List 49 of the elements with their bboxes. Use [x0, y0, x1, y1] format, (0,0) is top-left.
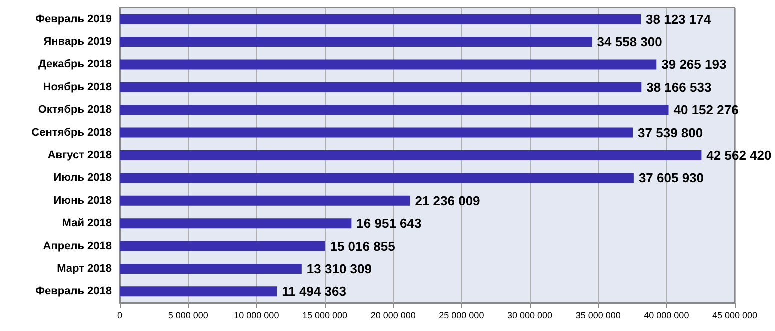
bar [120, 218, 352, 229]
x-tick-label: 0 [117, 310, 123, 320]
y-tick-label: Август 2018 [48, 150, 112, 162]
data-label: 34 558 300 [597, 34, 662, 50]
bar [120, 37, 592, 48]
y-tick-label: Ноябрь 2018 [43, 81, 112, 94]
data-label: 38 123 174 [646, 12, 712, 27]
bar [120, 105, 669, 116]
data-label: 39 265 193 [662, 57, 727, 72]
bar [120, 286, 278, 297]
y-tick-label: Июль 2018 [54, 172, 112, 184]
data-label: 13 310 309 [306, 261, 372, 276]
data-label: 37 605 930 [638, 170, 704, 186]
y-tick-label: Октябрь 2018 [38, 104, 112, 116]
data-label: 38 166 533 [646, 80, 712, 95]
data-label: 40 152 276 [674, 102, 739, 118]
x-tick-label: 35 000 000 [576, 310, 621, 320]
y-tick-label: Апрель 2018 [43, 240, 112, 252]
x-tick-label: 25 000 000 [439, 310, 484, 320]
data-label: 15 016 855 [330, 238, 396, 254]
bar [120, 14, 642, 24]
x-tick-label: 10 000 000 [234, 310, 280, 320]
bar [120, 60, 657, 70]
y-tick-label: Май 2018 [62, 218, 112, 230]
data-label: 42 562 420 [706, 148, 772, 163]
x-tick-label: 45 000 000 [712, 310, 758, 320]
y-tick-label: Сентябрь 2018 [32, 126, 112, 139]
y-tick-label: Январь 2019 [44, 36, 112, 48]
x-tick-label: 20 000 000 [370, 310, 416, 320]
bar [120, 196, 410, 206]
y-tick-label: Февраль 2019 [36, 13, 112, 26]
x-tick-label: 40 000 000 [644, 310, 690, 320]
y-tick-label: Июнь 2018 [54, 194, 112, 207]
x-tick-label: 15 000 000 [302, 310, 348, 320]
x-tick-label: 30 000 000 [507, 310, 553, 320]
data-label: 21 236 009 [415, 193, 480, 208]
bar [120, 173, 634, 184]
data-label: 11 494 363 [282, 284, 346, 300]
data-label: 16 951 643 [356, 216, 422, 232]
bar [120, 241, 326, 252]
bar [120, 150, 702, 160]
data-label: 37 539 800 [638, 125, 704, 140]
x-tick-label: 5 000 000 [168, 310, 208, 320]
y-tick-label: Март 2018 [57, 262, 112, 275]
bar [120, 82, 642, 92]
y-tick-label: Февраль 2018 [36, 286, 112, 298]
bar [120, 128, 634, 138]
bar [120, 264, 302, 274]
y-tick-label: Декабрь 2018 [38, 58, 112, 71]
